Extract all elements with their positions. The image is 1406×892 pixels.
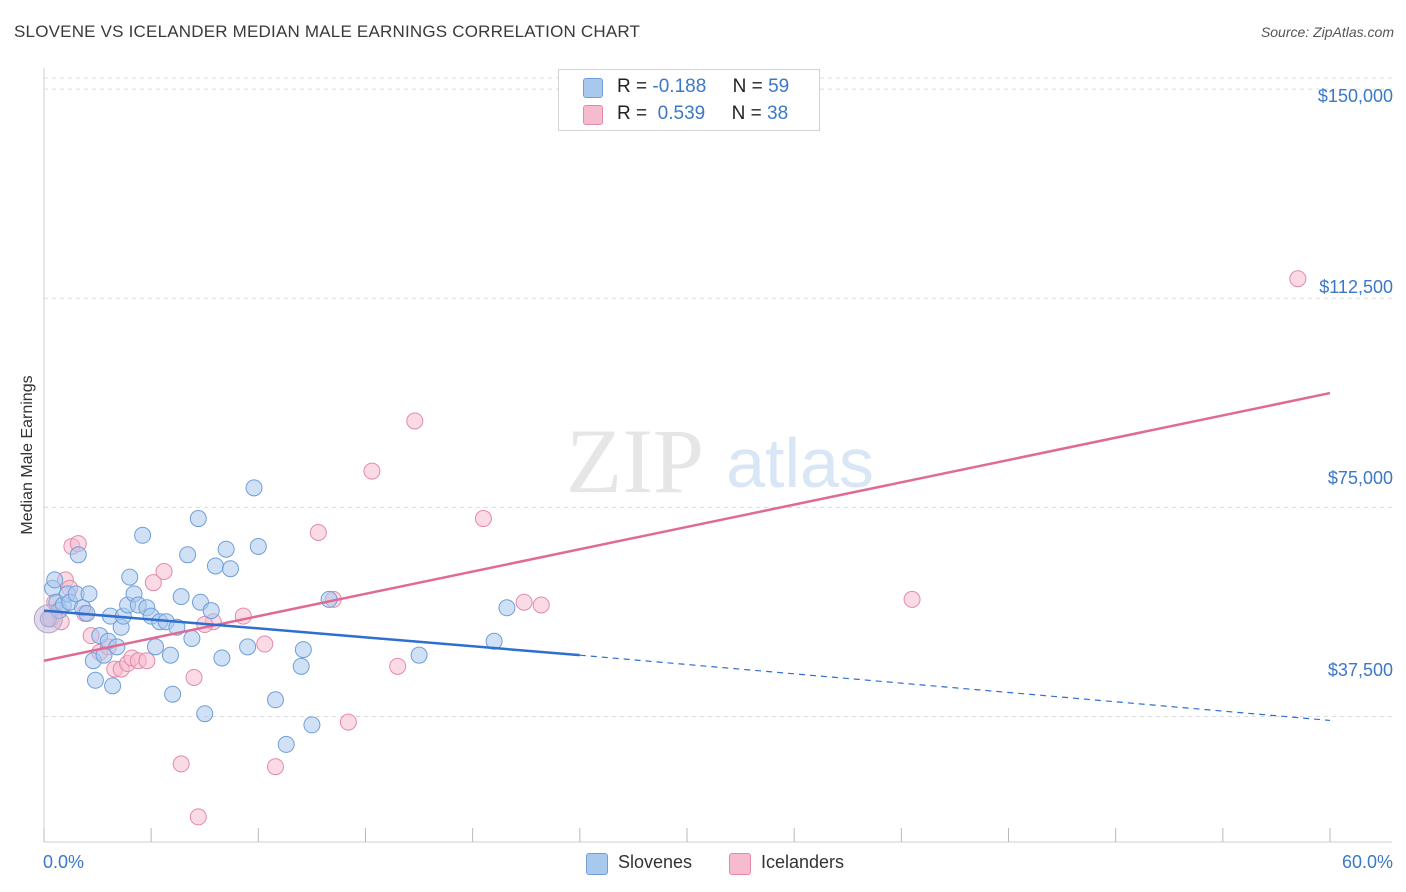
- r-label: R =: [617, 76, 648, 97]
- legend-label: Icelanders: [761, 852, 845, 872]
- axes: [43, 68, 1392, 843]
- y-axis-label: Median Male Earnings: [19, 375, 36, 535]
- icelander-point: [903, 590, 921, 608]
- legend-label: Slovenes: [618, 852, 693, 872]
- slovene-point: [121, 568, 139, 586]
- watermark-zip: ZIP: [566, 410, 704, 512]
- icelanders-trendline: [43, 391, 1331, 662]
- slovene-point: [266, 691, 284, 709]
- n-value: 59: [768, 76, 790, 97]
- icelander-point: [144, 574, 162, 592]
- slovene-point: [146, 638, 164, 656]
- icelander-point: [234, 607, 252, 625]
- slovene-point: [213, 649, 231, 667]
- slovene-point: [86, 671, 104, 689]
- slovene-point: [164, 685, 182, 703]
- icelander-point: [185, 668, 203, 686]
- y-tick-label: $150,000: [1317, 86, 1393, 106]
- r-value: -0.188: [652, 76, 707, 97]
- icelander-point: [189, 808, 207, 826]
- slovene-point: [292, 657, 310, 675]
- r-label: R =: [617, 103, 648, 124]
- slovene-point: [221, 560, 239, 578]
- y-tick-label: $112,500: [1319, 277, 1393, 297]
- slovene-point: [161, 646, 179, 664]
- n-label: N =: [732, 76, 763, 97]
- slovenes-trendline: [43, 609, 580, 657]
- slovene-point: [245, 479, 263, 497]
- icelander-point: [172, 755, 190, 773]
- slovene-point: [410, 646, 428, 664]
- icelanders-swatch: [583, 105, 603, 125]
- slovene-point: [134, 526, 152, 544]
- icelander-point: [155, 563, 173, 581]
- icelander-point: [339, 713, 357, 731]
- slovene-point: [498, 599, 516, 617]
- icelander-point: [363, 462, 381, 480]
- slovene-point: [249, 537, 267, 555]
- slovenes-trendline-extension: [579, 654, 1331, 722]
- r-value: 0.539: [657, 103, 706, 124]
- y-tick-label: $37,500: [1327, 660, 1393, 680]
- slovenes-swatch: [586, 853, 608, 875]
- icelander-point: [138, 652, 156, 670]
- icelander-point: [406, 412, 424, 430]
- icelander-point: [474, 510, 492, 528]
- y-tick-label: $75,000: [1327, 468, 1393, 488]
- slovene-point: [104, 677, 122, 695]
- n-label: N =: [731, 103, 762, 124]
- slovenes-points: [33, 479, 516, 753]
- slovene-point: [303, 716, 321, 734]
- x-tick-label-max: 60.0%: [1341, 852, 1393, 872]
- correlation-legend: R = -0.188 N = 59 R = 0.539 N = 38: [558, 69, 820, 131]
- slovene-point: [196, 705, 214, 723]
- source-label: Source: ZipAtlas.com: [1260, 24, 1394, 40]
- slovene-point: [206, 557, 224, 575]
- slovene-point: [239, 638, 257, 656]
- x-tick-label-min: 0.0%: [43, 852, 85, 872]
- slovene-point: [277, 735, 295, 753]
- icelander-point: [266, 758, 284, 776]
- chart-title: SLOVENE VS ICELANDER MEDIAN MALE EARNING…: [14, 22, 641, 41]
- slovenes-swatch: [583, 78, 603, 98]
- slovene-point: [69, 546, 87, 564]
- icelander-point: [309, 523, 327, 541]
- slovene-point: [80, 585, 98, 603]
- slovene-point: [217, 540, 235, 558]
- trendlines: [43, 391, 1331, 722]
- icelander-point: [515, 593, 533, 611]
- icelander-point: [532, 596, 550, 614]
- icelander-point: [256, 635, 274, 653]
- slovene-point: [202, 602, 220, 620]
- slovene-point: [33, 604, 63, 634]
- n-value: 38: [767, 103, 789, 124]
- slovene-point: [172, 588, 190, 606]
- icelanders-swatch: [729, 853, 751, 875]
- watermark-atlas: atlas: [726, 424, 874, 502]
- slovene-point: [179, 546, 197, 564]
- slovene-point: [46, 571, 64, 589]
- icelander-point: [1289, 270, 1307, 288]
- slovene-point: [183, 629, 201, 647]
- slovene-point: [294, 641, 312, 659]
- slovene-point: [189, 510, 207, 528]
- icelander-point: [389, 657, 407, 675]
